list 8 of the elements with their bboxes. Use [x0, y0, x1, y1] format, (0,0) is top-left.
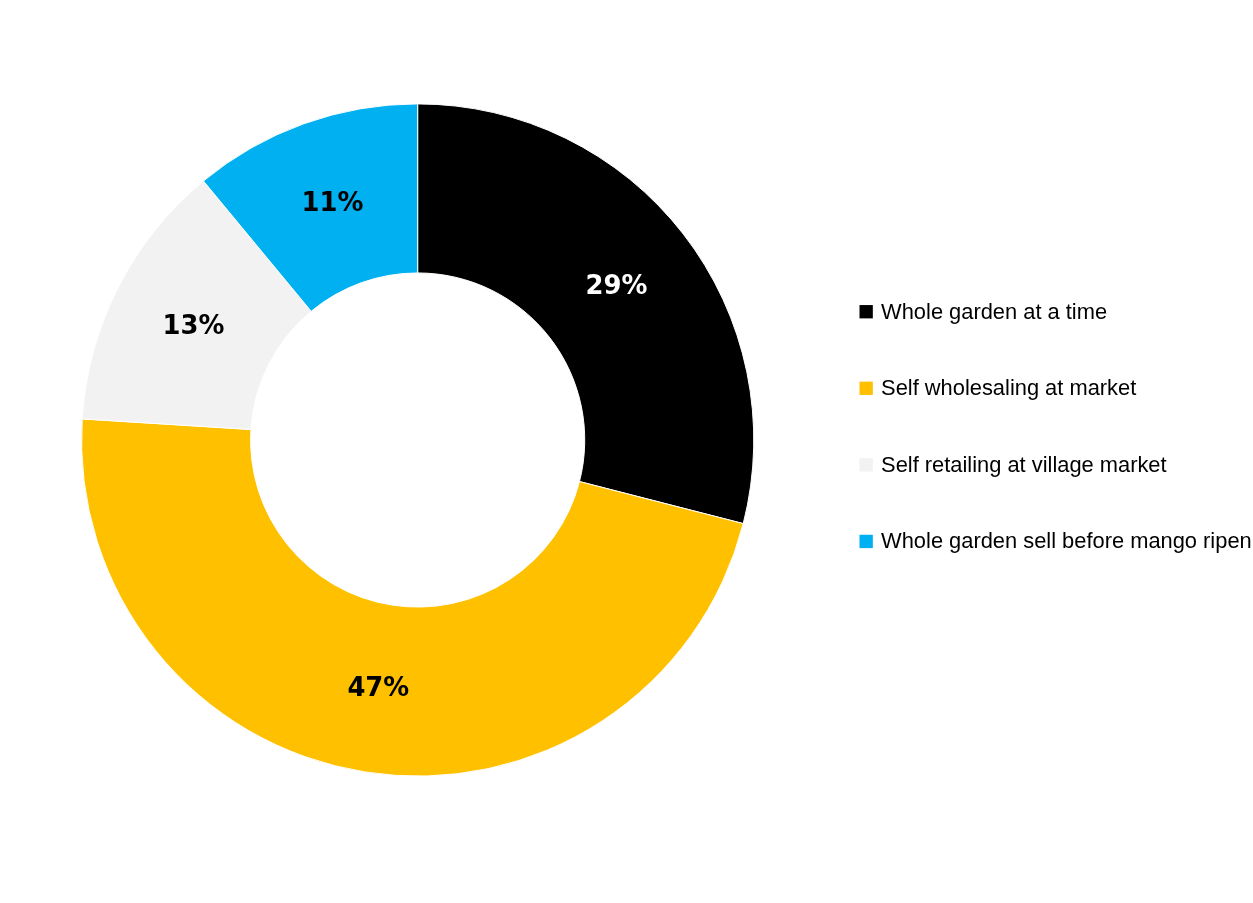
- data-label: 11%: [301, 187, 364, 218]
- data-label: 29%: [585, 269, 648, 300]
- legend-label: Self wholesaling at market: [881, 375, 1137, 401]
- data-label: 47%: [347, 672, 410, 703]
- legend-label: Whole garden at a time: [881, 298, 1108, 324]
- legend-label: Self retailing at village market: [881, 451, 1167, 477]
- legend-label: Whole garden sell before mango ripen: [881, 528, 1252, 554]
- data-label: 13%: [162, 309, 225, 340]
